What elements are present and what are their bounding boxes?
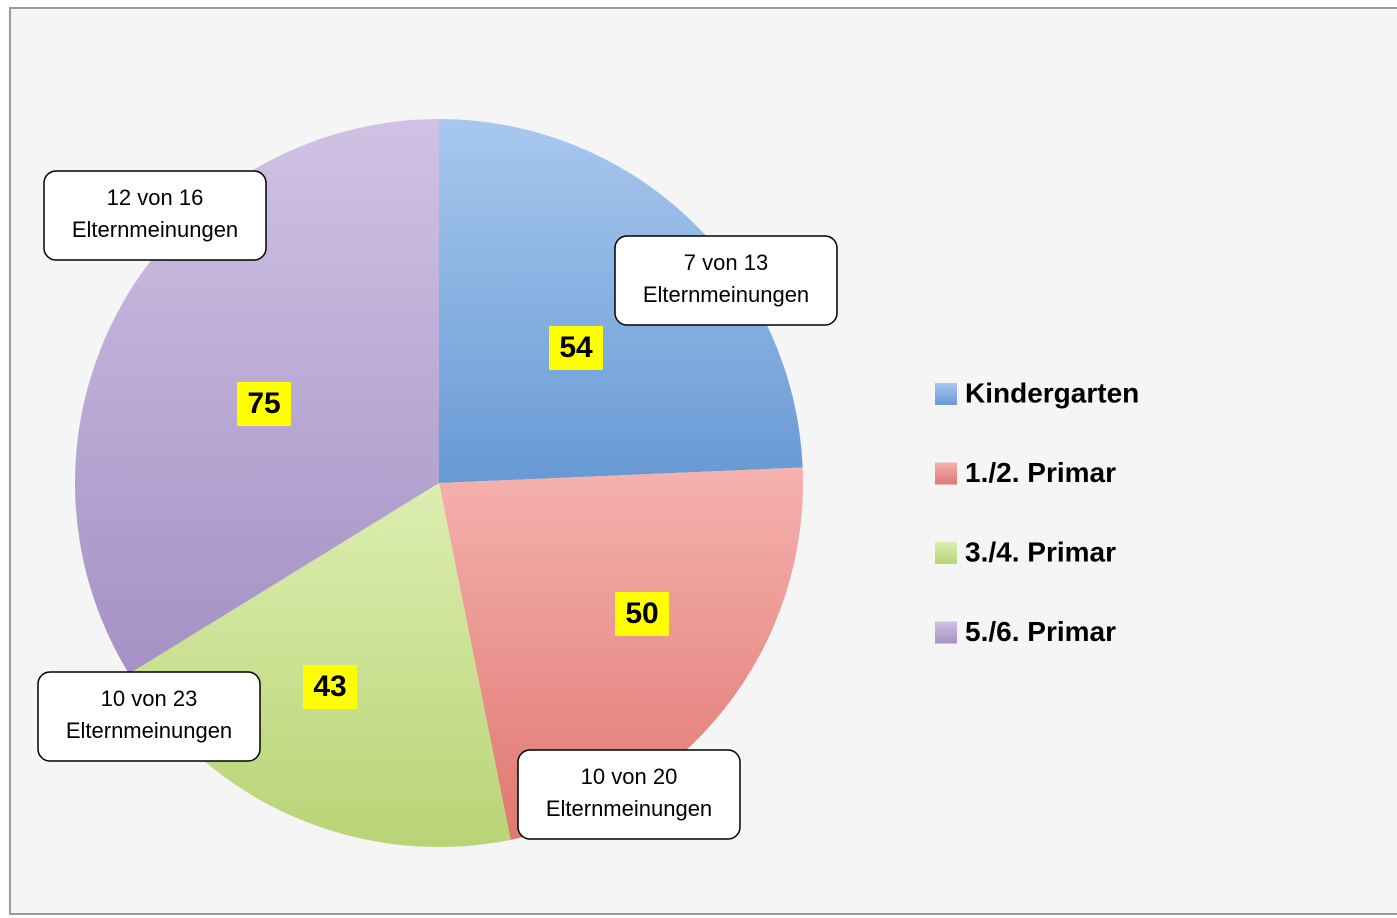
data-label-bg xyxy=(549,326,603,370)
legend-label: 3./4. Primar xyxy=(965,536,1116,567)
data-label: 50 xyxy=(625,597,658,630)
legend-swatch xyxy=(935,383,957,405)
annotation-text: Elternmeinungen xyxy=(72,217,238,242)
annotation-text: 10 von 20 xyxy=(581,764,678,789)
legend-swatch xyxy=(935,542,957,564)
annotation-text: Elternmeinungen xyxy=(66,718,232,743)
legend-label: 5./6. Primar xyxy=(965,616,1116,647)
legend-swatch xyxy=(935,621,957,644)
data-label: 54 xyxy=(559,331,593,364)
annotation-box xyxy=(37,671,261,762)
legend-label: Kindergarten xyxy=(965,377,1139,408)
annotation-text: 7 von 13 xyxy=(684,250,768,275)
annotation-box xyxy=(43,170,267,261)
annotation-text: 10 von 23 xyxy=(101,686,198,711)
data-label-bg xyxy=(615,592,669,636)
data-label-bg xyxy=(237,382,291,426)
pie-slice xyxy=(439,467,803,840)
annotation-box xyxy=(614,235,838,326)
annotation-text: Elternmeinungen xyxy=(546,796,712,821)
data-label-bg xyxy=(303,665,357,709)
data-label: 75 xyxy=(247,387,280,420)
data-label: 43 xyxy=(313,670,346,703)
legend-label: 1./2. Primar xyxy=(965,457,1116,488)
annotation-text: Elternmeinungen xyxy=(643,282,809,307)
annotation-text: 12 von 16 xyxy=(107,185,204,210)
legend-swatch xyxy=(935,462,957,485)
annotation-box xyxy=(517,749,741,840)
